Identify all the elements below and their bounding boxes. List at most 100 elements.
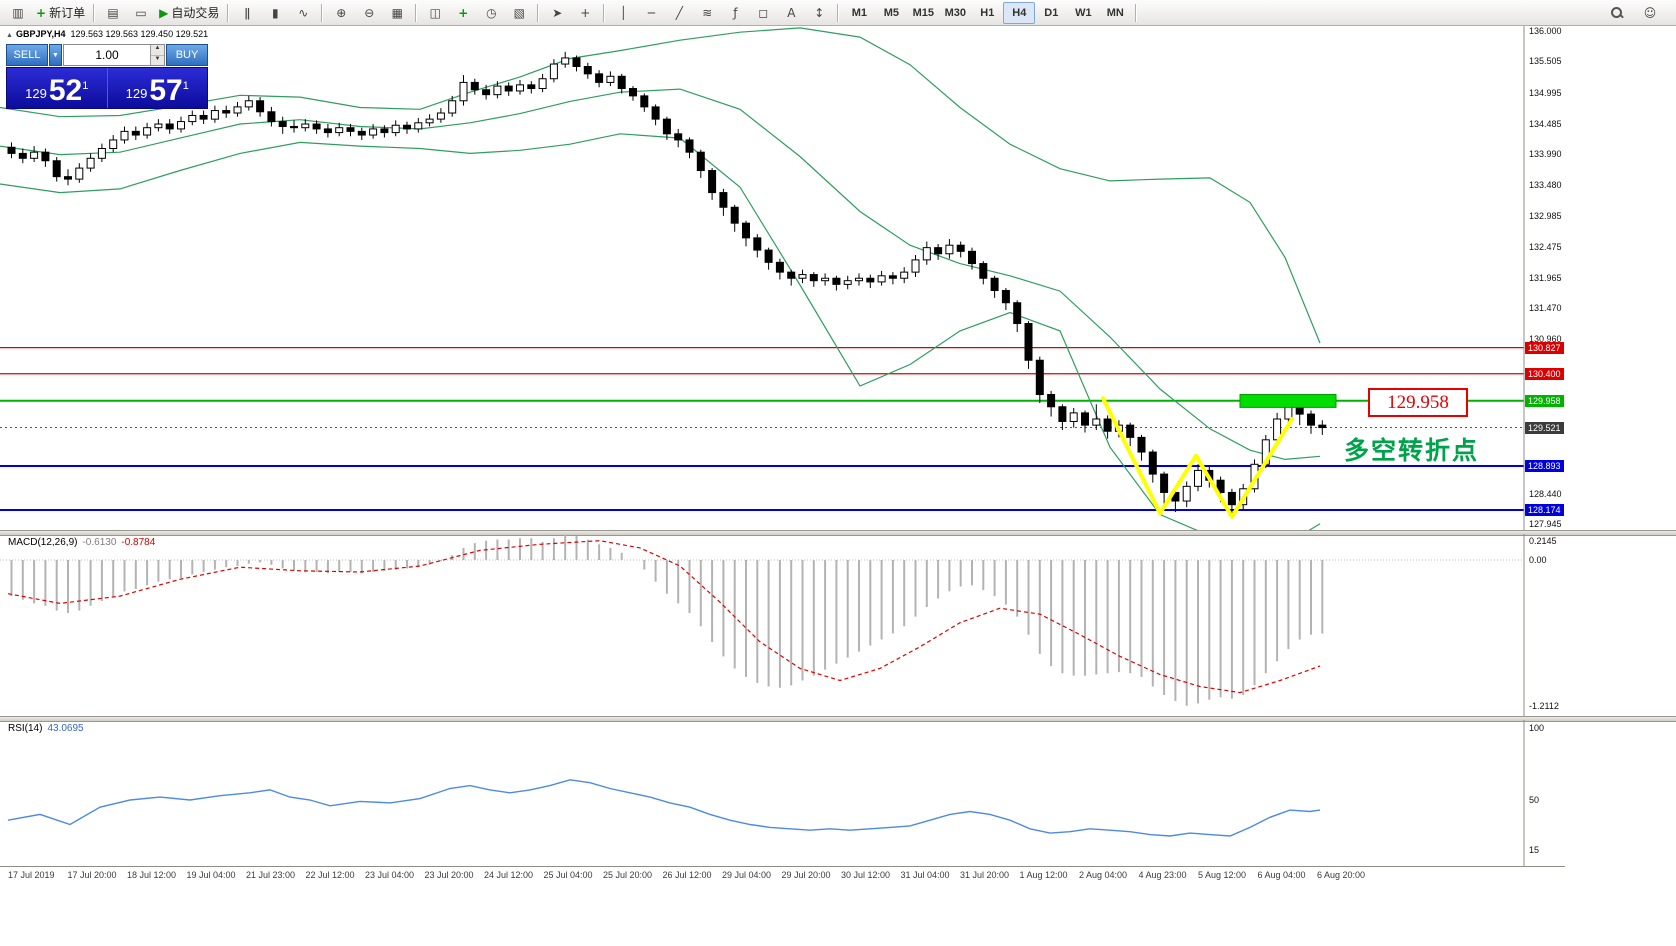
horizontal-line-button[interactable]: ─ (637, 2, 665, 24)
time-axis-label: 22 Jul 12:00 (305, 870, 355, 880)
timeframe-m5[interactable]: M5 (883, 6, 899, 19)
vertical-line-button[interactable]: │ (609, 2, 637, 24)
new-order-button[interactable]: + 新订单 (32, 2, 89, 24)
price-axis-label: 136.000 (1529, 26, 1562, 36)
toolbar-separator (93, 3, 96, 22)
time-axis-label: 30 Jul 12:00 (841, 870, 891, 880)
new-order-button-label: 新订单 (49, 6, 86, 20)
templates-button[interactable]: ▧ (505, 2, 533, 24)
plus-icon: + (36, 5, 47, 20)
arrange-button[interactable]: ◫ (421, 2, 449, 24)
price-axis-label: 135.505 (1529, 56, 1562, 67)
timeframe-m15[interactable]: M15 (912, 6, 935, 19)
candle-chart-type-button[interactable]: ▮ (261, 2, 289, 24)
price-chart-canvas[interactable] (0, 26, 1676, 530)
profiles-button[interactable]: ▭ (127, 2, 155, 24)
shapes-button[interactable]: ◻ (749, 2, 777, 24)
timeframe-m30[interactable]: M30 (944, 6, 967, 19)
price-axis-label: 131.965 (1529, 272, 1562, 283)
macd-name: MACD(12,26,9) (8, 537, 78, 548)
buy-button[interactable]: BUY (166, 44, 208, 66)
macd-panel-canvas[interactable] (0, 534, 1676, 716)
clock-icon: ◷ (486, 5, 497, 20)
rsi-panel-canvas[interactable] (0, 720, 1676, 866)
macd-axis-label: 0.2145 (1529, 536, 1557, 546)
autotrading-button[interactable]: ▶ 自动交易 (155, 2, 223, 24)
template-icon: ▧ (513, 5, 525, 20)
macd-axis-label: 0.00 (1529, 555, 1547, 565)
pivot-note-text[interactable]: 多空转折点 (1344, 437, 1480, 465)
cursor-button[interactable]: ➤ (543, 2, 571, 24)
price-axis-label: 134.485 (1529, 118, 1562, 129)
time-axis-label: 18 Jul 12:00 (127, 870, 177, 880)
arrows-icon: ↕ (814, 5, 825, 20)
sell-price-display[interactable]: 129 52 1 (7, 68, 108, 108)
arrows-button[interactable]: ↕ (805, 2, 833, 24)
volume-down-icon[interactable]: ▼ (151, 55, 164, 65)
indicator-plus-icon: + (458, 5, 469, 20)
rsi-indicator-label: RSI(14) 43.0695 (8, 723, 84, 734)
volume-value[interactable]: 1.00 (95, 48, 119, 62)
buy-price-big: 57 (149, 74, 183, 107)
price-level-badge: 128.174 (1525, 503, 1564, 516)
rsi-axis-label: 100 (1529, 723, 1545, 733)
text-button[interactable]: A (777, 2, 805, 24)
layers-icon: ▤ (107, 5, 119, 20)
macd-axis-label: -1.2112 (1529, 700, 1559, 711)
buy-price-display[interactable]: 129 57 1 (108, 68, 208, 108)
columns-icon: ◫ (429, 5, 441, 20)
community-button[interactable]: ☺ (1636, 2, 1664, 24)
sell-button[interactable]: SELL (6, 44, 48, 66)
timeframe-h4[interactable]: H4 (1003, 1, 1036, 24)
fibonacci-button[interactable]: ƒ (721, 2, 749, 24)
price-axis-label: 132.985 (1529, 210, 1562, 221)
candles-icon: ▮ (272, 5, 279, 20)
chart-list-button[interactable]: ▤ (99, 2, 127, 24)
channel-button[interactable]: ≋ (693, 2, 721, 24)
timeframe-m1[interactable]: M1 (851, 6, 867, 19)
timeframe-w1[interactable]: W1 (1075, 6, 1092, 19)
chart-window-icon: ▥ (12, 5, 24, 20)
time-axis-label: 17 Jul 2019 (8, 870, 55, 880)
time-axis-label: 2 Aug 04:00 (1079, 870, 1128, 880)
volume-field[interactable]: 1.00 ▲ ▼ (63, 44, 165, 66)
toolbar-separator (1135, 3, 1138, 22)
zoom-in-button[interactable]: ⊕ (327, 2, 355, 24)
price-level-badge: 129.958 (1525, 394, 1564, 407)
tile-windows-button[interactable]: ▦ (383, 2, 411, 24)
bar-chart-type-button[interactable]: ǁ (233, 2, 261, 24)
macd-indicator-label: MACD(12,26,9) -0.6130 -0.8784 (8, 537, 155, 548)
search-icon (1610, 6, 1623, 19)
timeframe-h1[interactable]: H1 (980, 6, 995, 19)
cursor-icon: ➤ (552, 5, 563, 20)
search-button[interactable] (1602, 2, 1630, 24)
zoom-in-icon: ⊕ (336, 5, 347, 20)
panel-separator[interactable] (0, 716, 1676, 722)
time-axis-line (0, 866, 1565, 867)
price-level-badge: 130.400 (1525, 367, 1564, 380)
trendline-icon: ╱ (675, 5, 683, 20)
time-axis-label: 26 Jul 12:00 (662, 870, 712, 880)
trendline-button[interactable]: ╱ (665, 2, 693, 24)
rsi-value: 43.0695 (47, 723, 84, 734)
timeframe-mn[interactable]: MN (1106, 6, 1124, 19)
buy-price-prefix: 129 (125, 86, 148, 101)
periods-button[interactable]: ◷ (477, 2, 505, 24)
volume-stepper[interactable]: ▲ ▼ (150, 45, 164, 65)
price-alert-label[interactable]: 129.958 (1368, 388, 1468, 417)
buy-price-sup: 1 (182, 80, 189, 92)
time-axis-label: 17 Jul 20:00 (67, 870, 117, 880)
volume-up-icon[interactable]: ▲ (151, 45, 164, 56)
volume-dropdown-button[interactable]: ▼ (49, 44, 62, 66)
price-axis-label: 128.440 (1529, 488, 1562, 499)
shapes-icon: ◻ (758, 5, 769, 20)
timeframe-d1[interactable]: D1 (1044, 6, 1059, 19)
panel-separator[interactable] (0, 530, 1676, 536)
zoom-out-button[interactable]: ⊖ (355, 2, 383, 24)
time-axis-label: 29 Jul 20:00 (781, 870, 831, 880)
line-chart-type-button[interactable]: ∿ (289, 2, 317, 24)
crosshair-button[interactable]: + (571, 2, 599, 24)
indicators-button[interactable]: + (449, 2, 477, 24)
new-chart-button[interactable]: ▥ (4, 2, 32, 24)
